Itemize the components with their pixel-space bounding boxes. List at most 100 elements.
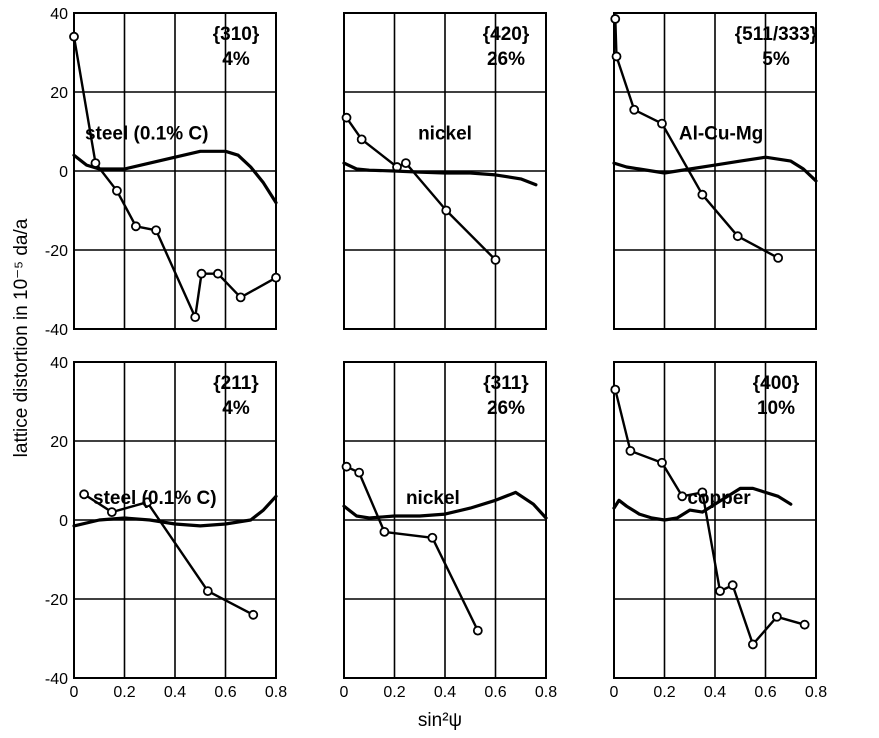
deformation-label: 26% xyxy=(487,398,525,419)
material-label: nickel xyxy=(406,488,460,509)
data-point xyxy=(677,491,688,502)
x-tick-label: 0.8 xyxy=(805,684,827,701)
data-point xyxy=(213,268,223,279)
data-point xyxy=(611,51,622,62)
plot-frame xyxy=(343,361,547,679)
data-point xyxy=(271,272,281,283)
data-point xyxy=(341,461,352,472)
material-label: steel (0.1% C) xyxy=(85,123,209,144)
panel-5: 0 0.2 0.4 0.6 0.8 {311} 26% nickel xyxy=(340,361,557,701)
x-tick-label: 0.2 xyxy=(383,684,405,701)
smooth-curve xyxy=(72,149,278,205)
x-tick-label: 0.2 xyxy=(653,684,675,701)
deformation-label: 4% xyxy=(222,49,250,70)
data-point xyxy=(341,112,352,123)
data-point xyxy=(799,619,810,630)
smooth-curve xyxy=(72,494,278,528)
x-axis-label: sin²ψ xyxy=(418,710,462,731)
plane-label: {400} xyxy=(753,373,800,394)
data-point xyxy=(715,586,725,596)
deformation-label: 26% xyxy=(487,49,525,70)
material-label: copper xyxy=(687,488,751,509)
x-tick-label: 0.2 xyxy=(113,684,135,701)
measured-line xyxy=(614,388,806,646)
y-tick-label: 40 xyxy=(50,6,68,23)
data-point xyxy=(106,507,117,517)
panels: 40 20 0 -20 -40 {310} 4% steel (0.1% C) {420} 26%… xyxy=(45,6,827,701)
data-point xyxy=(354,467,365,478)
data-point xyxy=(657,118,667,129)
x-tick-label: 0.4 xyxy=(164,684,186,701)
material-label: Al-Cu-Mg xyxy=(679,123,763,144)
data-point xyxy=(190,312,201,323)
y-tick-label: 40 xyxy=(50,355,68,372)
measured-line xyxy=(72,35,278,319)
smooth-curve xyxy=(342,161,538,187)
data-point xyxy=(235,292,246,303)
data-point xyxy=(379,526,390,537)
plane-label: {511/333} xyxy=(735,24,818,45)
y-tick-label: 20 xyxy=(50,85,68,102)
plot-frame xyxy=(343,12,547,330)
data-point xyxy=(773,252,784,263)
data-point xyxy=(732,231,743,242)
plot-frame xyxy=(73,12,277,330)
data-point xyxy=(151,225,161,236)
plane-label: {211} xyxy=(213,373,259,394)
data-point xyxy=(69,31,79,42)
y-tick-label: 20 xyxy=(50,434,68,451)
data-point xyxy=(130,221,141,232)
panel-3: {511/333} 5% Al-Cu-Mg xyxy=(610,12,818,330)
data-point xyxy=(79,489,89,500)
y-tick-label: -40 xyxy=(45,671,68,688)
smooth-curve xyxy=(612,155,818,183)
plot-frame xyxy=(613,361,817,679)
data-point xyxy=(112,185,122,196)
data-point xyxy=(625,445,636,456)
data-point xyxy=(427,532,438,543)
y-tick-label: 0 xyxy=(59,164,68,181)
plane-label: {311} xyxy=(483,373,529,394)
x-tick-label: 0.4 xyxy=(704,684,726,701)
x-tick-label: 0 xyxy=(340,684,349,701)
data-point xyxy=(356,134,367,145)
material-label: steel (0.1% C) xyxy=(93,488,217,509)
data-point xyxy=(697,189,708,200)
deformation-label: 10% xyxy=(757,398,795,419)
panel-1: 40 20 0 -20 -40 {310} 4% steel (0.1% C) xyxy=(45,6,281,339)
y-axis-label: lattice distortion in 10⁻⁵ da/a xyxy=(11,218,32,457)
x-tick-label: 0.8 xyxy=(265,684,287,701)
material-label: nickel xyxy=(418,123,472,144)
smooth-curve xyxy=(612,486,793,522)
x-tick-label: 0.6 xyxy=(754,684,776,701)
data-point xyxy=(727,580,738,591)
x-tick-label: 0.4 xyxy=(434,684,456,701)
plot-frame xyxy=(613,12,817,330)
data-point xyxy=(610,14,621,24)
data-point xyxy=(472,625,483,636)
plot-frame xyxy=(73,361,277,679)
x-tick-label: 0 xyxy=(610,684,619,701)
data-point xyxy=(697,487,708,498)
x-tick-label: 0.6 xyxy=(484,684,506,701)
data-point xyxy=(610,384,621,395)
deformation-label: 4% xyxy=(222,398,250,419)
data-point xyxy=(196,268,207,279)
data-point xyxy=(202,586,213,596)
deformation-label: 5% xyxy=(762,49,790,70)
panel-2: {420} 26% nickel xyxy=(341,12,547,330)
data-point xyxy=(747,639,758,650)
plane-label: {420} xyxy=(483,24,530,45)
y-tick-label: -20 xyxy=(45,592,68,609)
data-point xyxy=(771,611,782,622)
y-tick-label: 0 xyxy=(59,513,68,530)
x-tick-label: 0.6 xyxy=(214,684,236,701)
data-point xyxy=(657,457,667,468)
y-tick-label: -40 xyxy=(45,322,68,339)
data-point xyxy=(441,205,452,216)
x-tick-label: 0.8 xyxy=(535,684,557,701)
smooth-curve xyxy=(342,490,548,520)
panel-6: 0 0.2 0.4 0.6 0.8 {400} 10% copper xyxy=(610,361,827,701)
